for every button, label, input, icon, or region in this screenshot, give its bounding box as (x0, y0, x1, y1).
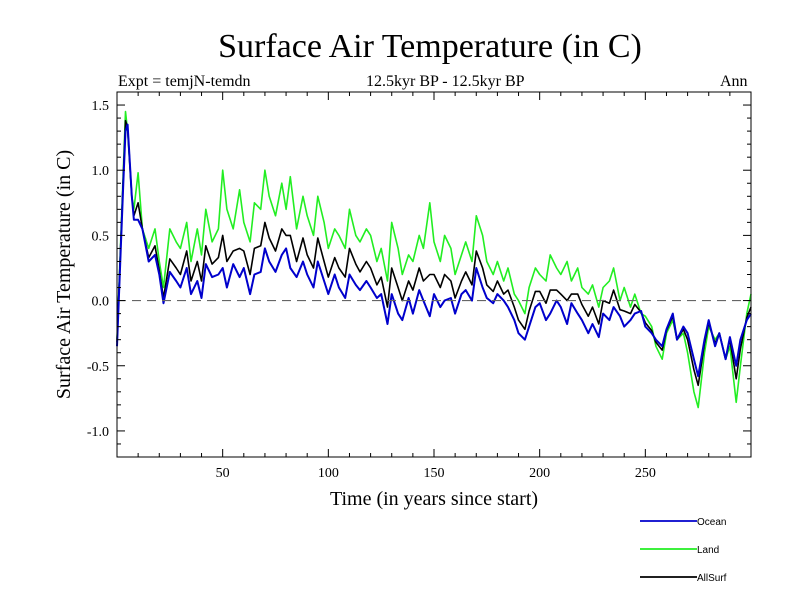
y-tick-label: 0.5 (92, 229, 110, 244)
season-label: Ann (720, 73, 748, 90)
legend-label-ocean: Ocean (697, 517, 726, 528)
y-tick-label: 0.0 (92, 295, 110, 310)
x-tick-label: 150 (424, 466, 445, 481)
x-tick-label: 250 (635, 466, 656, 481)
x-tick-label: 100 (318, 466, 339, 481)
series-line-ocean (116, 123, 752, 378)
y-axis-title: Surface Air Temperature (in C) (53, 150, 75, 399)
x-axis-title: Time (in years since start) (330, 488, 538, 510)
x-tick-label: 50 (216, 466, 230, 481)
chart-title: Surface Air Temperature (in C) (218, 28, 642, 65)
legend-label-allsurf: AllSurf (697, 573, 727, 584)
tick-layer: -1.0 -0.5 0.0 0.5 1.0 1.5 50 100 150 200 250 (87, 92, 751, 481)
y-tick-label: 1.5 (92, 99, 110, 114)
y-tick-label: 1.0 (92, 164, 110, 179)
period-label: 12.5kyr BP - 12.5kyr BP (366, 73, 525, 90)
series-layer (116, 110, 752, 409)
legend: Ocean Land AllSurf (640, 517, 727, 584)
series-line-land (116, 110, 752, 409)
x-tick-label: 200 (529, 466, 550, 481)
y-tick-label: -1.0 (87, 425, 109, 440)
legend-label-land: Land (697, 545, 719, 556)
experiment-label: Expt = temjN-temdn (118, 73, 251, 90)
y-tick-label: -0.5 (87, 360, 109, 375)
